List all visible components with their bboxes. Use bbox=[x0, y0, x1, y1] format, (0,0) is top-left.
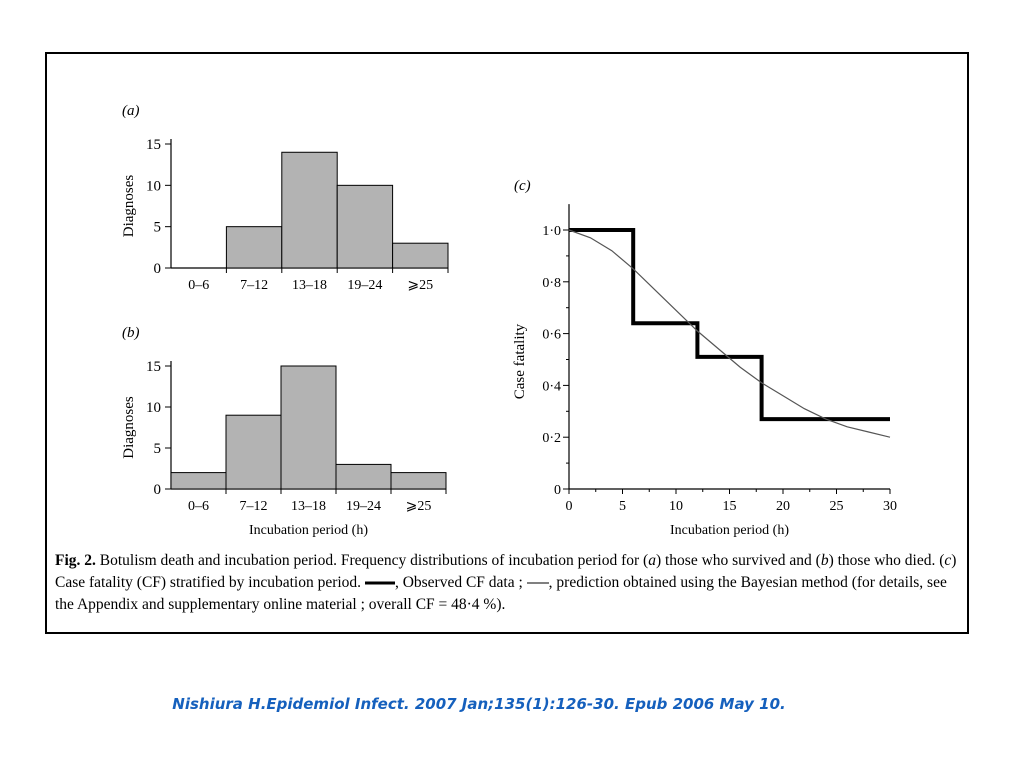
caption-text: ) Case fatality (CF) stratified by incub… bbox=[55, 552, 957, 591]
y-tick-label: 0·4 bbox=[542, 379, 561, 394]
bar-chart-a: (a) 0 5 10 15 0–6 7–12 13–18 19–24 ⩾25 Diagnoses bbox=[121, 103, 449, 293]
caption-italic-c: c bbox=[944, 552, 952, 569]
caption-thin-line-key bbox=[526, 582, 549, 584]
y-tick-label: 0·8 bbox=[542, 276, 561, 291]
figure-caption: Fig. 2. Botulism death and incubation pe… bbox=[55, 550, 961, 616]
bar bbox=[392, 242, 449, 269]
caption-text: , Observed CF data ; bbox=[394, 574, 527, 591]
caption-fig-label: Fig. 2. bbox=[55, 552, 96, 569]
y-axis-label: Diagnoses bbox=[121, 396, 137, 459]
bar bbox=[390, 472, 447, 490]
y-tick-label: 0 bbox=[554, 483, 561, 498]
y-tick-label: 10 bbox=[146, 400, 161, 416]
panel-label: (c) bbox=[514, 178, 531, 194]
caption-italic-b: b bbox=[820, 552, 829, 569]
x-tick-label: 19–24 bbox=[347, 278, 382, 293]
bar bbox=[225, 414, 282, 490]
caption-text: ) those who survived and ( bbox=[655, 552, 821, 569]
y-tick-label: 5 bbox=[154, 220, 162, 236]
x-tick-label: 0 bbox=[566, 499, 573, 514]
y-axis-label: Case fatality bbox=[512, 323, 528, 399]
x-tick-label: 30 bbox=[883, 499, 897, 514]
y-tick-label: 0·6 bbox=[542, 328, 561, 343]
bar-chart-b: (b) 0 5 10 15 0–6 7–12 13–18 19–24 ⩾25 Diagnoses In… bbox=[121, 325, 447, 538]
bar bbox=[336, 184, 394, 269]
x-tick-label: 13–18 bbox=[292, 278, 327, 293]
caption-text: Botulism death and incubation period. Fr… bbox=[95, 552, 649, 569]
x-tick-label: 0–6 bbox=[188, 278, 209, 293]
citation: Nishiura H.Epidemiol Infect. 2007 Jan;13… bbox=[172, 695, 786, 713]
y-tick-label: 0·2 bbox=[542, 431, 561, 446]
bar bbox=[225, 226, 283, 269]
panel-label: (a) bbox=[122, 103, 140, 119]
x-tick-label: 5 bbox=[619, 499, 626, 514]
x-tick-label: 15 bbox=[723, 499, 737, 514]
caption-text: ) those who died. ( bbox=[828, 552, 945, 569]
y-tick-label: 0 bbox=[154, 261, 162, 277]
x-tick-label: 19–24 bbox=[346, 499, 381, 514]
bar bbox=[170, 472, 227, 490]
caption-italic-a: a bbox=[648, 552, 656, 569]
y-tick-label: 10 bbox=[146, 178, 161, 194]
figure-panel: (a) 0 5 10 15 0–6 7–12 13–18 19–24 ⩾25 Diagnoses (b… bbox=[45, 52, 969, 634]
x-tick-label: 25 bbox=[830, 499, 844, 514]
bar bbox=[280, 365, 337, 490]
x-tick-label: ⩾25 bbox=[406, 499, 432, 514]
x-tick-label: 7–12 bbox=[240, 278, 268, 293]
caption-text: , prediction obtained using the Bayesian… bbox=[55, 574, 947, 613]
x-tick-label: 10 bbox=[669, 499, 683, 514]
y-tick-label: 15 bbox=[146, 137, 161, 153]
y-tick-label: 1·0 bbox=[542, 224, 561, 239]
x-tick-label: 7–12 bbox=[240, 499, 268, 514]
x-axis-label: Incubation period (h) bbox=[249, 523, 368, 538]
bar bbox=[335, 463, 392, 490]
bayesian-prediction-curve bbox=[568, 229, 891, 438]
y-tick-label: 5 bbox=[154, 441, 162, 457]
bar bbox=[281, 151, 338, 269]
x-tick-label: 13–18 bbox=[291, 499, 326, 514]
caption-thick-line-key bbox=[364, 581, 395, 585]
x-tick-label: 20 bbox=[776, 499, 790, 514]
y-tick-label: 0 bbox=[154, 482, 162, 498]
observed-cf-step-line bbox=[569, 228, 890, 422]
x-tick-label: ⩾25 bbox=[407, 278, 433, 293]
x-tick-label: 0–6 bbox=[188, 499, 209, 514]
x-axis-label: Incubation period (h) bbox=[670, 523, 789, 538]
panel-label: (b) bbox=[122, 325, 140, 341]
line-chart-c: (c) 0 0·2 0·4 0·6 0·8 1·0 0 5 10 15 20 25 30 Case fata… bbox=[512, 178, 897, 538]
y-axis-label: Diagnoses bbox=[121, 175, 137, 238]
y-tick-label: 15 bbox=[146, 359, 161, 375]
